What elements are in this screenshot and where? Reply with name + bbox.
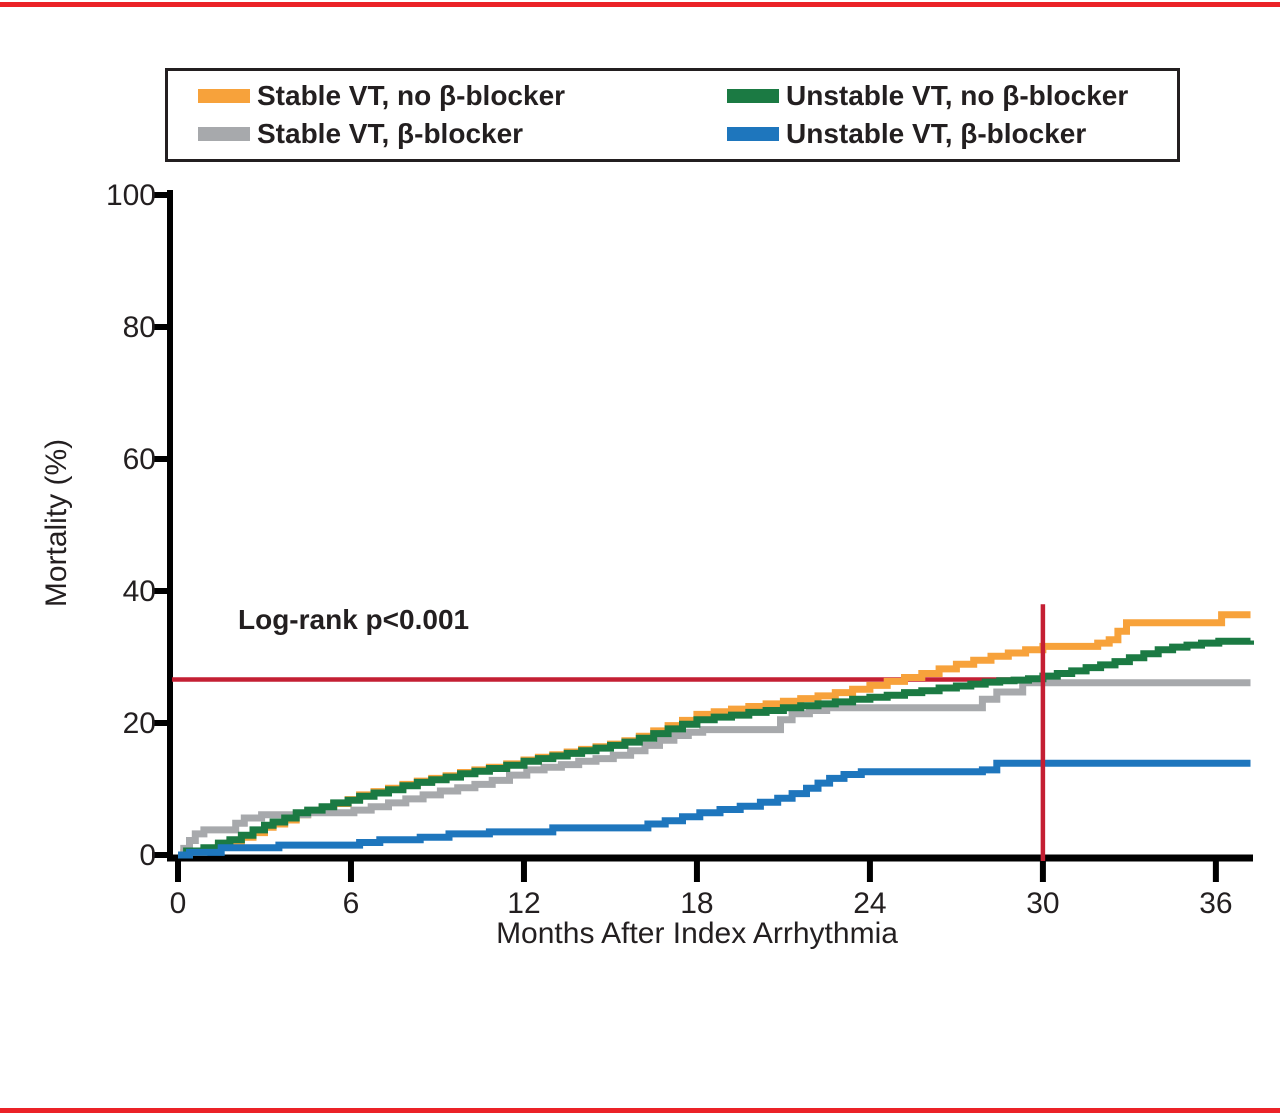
legend-item-unstable-vt-bblocker: Unstable VT, β-blocker	[727, 117, 1177, 151]
y-tick-label: 40	[123, 575, 156, 608]
x-tick-label: 0	[170, 887, 187, 920]
legend-item-stable-vt-bblocker: Stable VT, β-blocker	[198, 117, 727, 151]
series-curve-stable_vt_bblocker	[178, 679, 1251, 859]
log-rank-annotation: Log-rank p<0.001	[238, 604, 470, 635]
legend-label: Unstable VT, no β-blocker	[786, 80, 1129, 111]
series-curve-stable_vt_no_bblocker	[178, 611, 1251, 859]
legend-swatch-orange	[198, 89, 250, 103]
chart-legend: Stable VT, no β-blocker Unstable VT, no …	[165, 68, 1180, 162]
bottom-border-bar	[0, 1108, 1280, 1113]
top-border-bar	[0, 2, 1280, 7]
legend-label: Unstable VT, β-blocker	[786, 118, 1087, 149]
legend-swatch-gray	[198, 127, 250, 141]
y-tick-label: 0	[139, 839, 156, 872]
x-tick-label: 12	[507, 887, 540, 920]
x-tick-label: 36	[1199, 887, 1232, 920]
x-tick-label: 24	[853, 887, 886, 920]
x-tick-label: 6	[343, 887, 360, 920]
legend-swatch-blue	[727, 127, 779, 141]
legend-label: Stable VT, β-blocker	[257, 118, 524, 149]
series-curve-unstable_vt_bblocker	[178, 759, 1251, 859]
y-axis-title: Mortality (%)	[40, 438, 73, 608]
legend-label: Stable VT, no β-blocker	[257, 80, 566, 111]
legend-swatch-green	[727, 89, 779, 103]
x-axis-title: Months After Index Arrhythmia	[496, 917, 898, 950]
legend-item-unstable-vt-no-bblocker: Unstable VT, no β-blocker	[727, 79, 1177, 113]
y-tick-label: 20	[123, 707, 156, 740]
legend-item-stable-vt-no-bblocker: Stable VT, no β-blocker	[198, 79, 727, 113]
y-tick-label: 80	[123, 311, 156, 344]
series-curve-unstable_vt_no_bblocker	[178, 637, 1254, 859]
y-tick-label: 60	[123, 443, 156, 476]
x-tick-label: 18	[680, 887, 713, 920]
y-tick-label: 100	[106, 179, 156, 212]
x-tick-label: 30	[1026, 887, 1059, 920]
